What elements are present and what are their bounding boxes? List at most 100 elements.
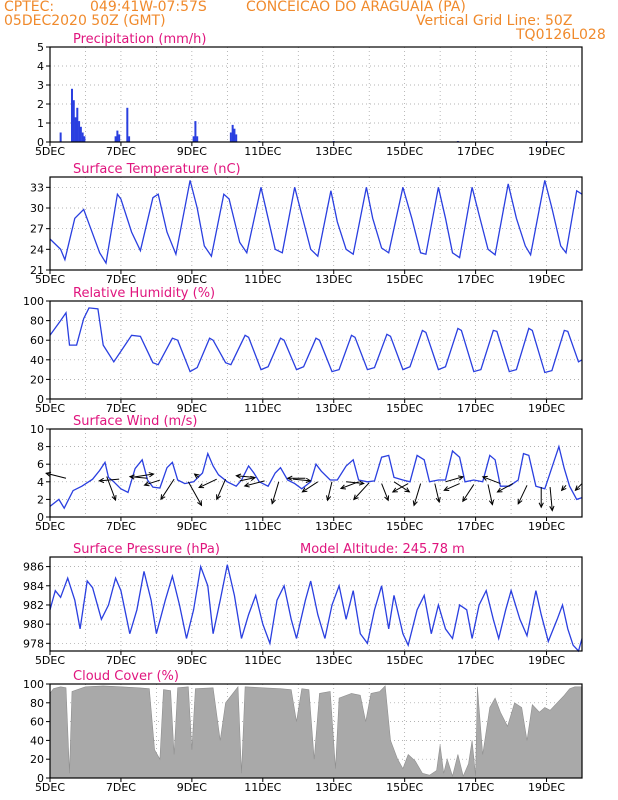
x-tick-label: 7DEC xyxy=(106,654,136,667)
precip-bar xyxy=(126,107,129,142)
wind-arrow-head xyxy=(286,475,293,481)
wind-arrow-head xyxy=(404,487,411,493)
wind-arrow xyxy=(292,478,311,482)
y-tick-label: 40 xyxy=(30,354,44,367)
wind-arrow-head xyxy=(305,477,312,484)
x-tick-label: 7DEC xyxy=(106,781,136,794)
x-tick-label: 15DEC xyxy=(386,520,423,533)
y-tick-label: 984 xyxy=(23,580,44,593)
x-tick-label: 5DEC xyxy=(35,654,65,667)
header-coords: 049:41W-07:57S xyxy=(90,0,207,15)
wind-arrow xyxy=(236,475,254,478)
y-tick-label: 80 xyxy=(30,315,44,328)
header-date: 05DEC2020 50Z (GMT) xyxy=(4,13,166,29)
x-tick-label: 9DEC xyxy=(177,402,207,415)
wind-arrow xyxy=(575,483,583,491)
precip-bar xyxy=(118,134,121,142)
x-tick-label: 13DEC xyxy=(315,145,352,158)
wind-arrow-head xyxy=(160,494,166,501)
wind-arrow-head xyxy=(353,494,359,501)
precip-bar xyxy=(76,107,79,142)
header-grid-note: Vertical Grid Line: 50Z xyxy=(416,13,573,29)
x-tick-label: 13DEC xyxy=(315,520,352,533)
x-tick-label: 15DEC xyxy=(386,781,423,794)
wind-arrow xyxy=(353,482,370,500)
precip-bar xyxy=(81,132,84,142)
wind-arrow-head xyxy=(538,502,544,509)
y-tick-label: 3 xyxy=(37,79,44,92)
precip-bar xyxy=(196,136,199,142)
x-tick-label: 11DEC xyxy=(244,654,281,667)
x-tick-label: 15DEC xyxy=(386,145,423,158)
panel-frame xyxy=(49,176,583,271)
y-tick-label: 33 xyxy=(30,181,44,194)
precip-bar xyxy=(78,121,81,142)
x-tick-label: 9DEC xyxy=(177,145,207,158)
wind-arrow-head xyxy=(358,480,365,486)
panel-frame xyxy=(49,683,583,779)
x-tick-label: 13DEC xyxy=(315,402,352,415)
wind-arrow-head xyxy=(462,496,468,503)
y-tick-label: 8 xyxy=(37,441,44,454)
panel-title: Surface Wind (m/s) xyxy=(73,414,197,429)
precip-bar xyxy=(128,136,131,142)
x-tick-label: 15DEC xyxy=(386,402,423,415)
series-line xyxy=(49,564,583,653)
x-tick-label: 7DEC xyxy=(106,145,136,158)
wind-arrow-head xyxy=(458,475,465,481)
wind-arrow-head xyxy=(198,483,205,489)
wind-arrow-head xyxy=(391,487,398,493)
y-tick-label: 0 xyxy=(37,772,44,785)
panel-frame xyxy=(49,556,583,652)
x-tick-label: 9DEC xyxy=(177,520,207,533)
wind-arrow-head xyxy=(98,477,105,484)
x-tick-label: 11DEC xyxy=(244,781,281,794)
precip-bar xyxy=(194,121,197,142)
y-tick-label: 1 xyxy=(37,117,44,130)
x-tick-label: 11DEC xyxy=(244,402,281,415)
x-tick-label: 13DEC xyxy=(315,273,352,286)
x-tick-label: 15DEC xyxy=(386,654,423,667)
y-tick-label: 20 xyxy=(30,373,44,386)
wind-arrow-head xyxy=(216,494,221,501)
precip-bar xyxy=(114,136,117,142)
wind-arrow xyxy=(216,478,227,500)
wind-arrow-head xyxy=(339,484,346,490)
x-tick-label: 15DEC xyxy=(386,273,423,286)
y-tick-label: 60 xyxy=(30,716,44,729)
wind-arrow xyxy=(444,483,460,491)
x-tick-label: 17DEC xyxy=(457,520,494,533)
y-tick-label: 0 xyxy=(37,136,44,149)
y-tick-label: 21 xyxy=(30,264,44,277)
x-tick-label: 11DEC xyxy=(244,520,281,533)
x-tick-label: 13DEC xyxy=(315,654,352,667)
x-tick-label: 19DEC xyxy=(528,145,565,158)
x-tick-label: 9DEC xyxy=(177,654,207,667)
panel-frame xyxy=(49,428,583,518)
wind-arrow-head xyxy=(560,485,567,492)
x-tick-label: 17DEC xyxy=(457,781,494,794)
x-tick-label: 7DEC xyxy=(106,273,136,286)
x-tick-label: 17DEC xyxy=(457,654,494,667)
precip-bar xyxy=(231,124,234,142)
panel-title: Surface Pressure (hPa) xyxy=(73,542,220,557)
y-tick-label: 4 xyxy=(37,476,44,489)
x-tick-label: 5DEC xyxy=(35,402,65,415)
x-tick-label: 19DEC xyxy=(528,273,565,286)
y-tick-label: 2 xyxy=(37,493,44,506)
y-tick-label: 20 xyxy=(30,753,44,766)
y-tick-label: 982 xyxy=(23,599,44,612)
panel-frame xyxy=(49,300,583,400)
x-tick-label: 11DEC xyxy=(244,273,281,286)
wind-arrow-head xyxy=(128,474,135,480)
x-tick-label: 5DEC xyxy=(35,520,65,533)
series-line xyxy=(49,307,583,374)
y-tick-label: 2 xyxy=(37,98,44,111)
wind-arrow-head xyxy=(481,475,488,481)
x-tick-label: 5DEC xyxy=(35,145,65,158)
panel-title: Surface Temperature (nC) xyxy=(73,162,241,177)
wind-arrow xyxy=(392,483,409,493)
wind-arrow xyxy=(340,481,359,489)
wind-arrow xyxy=(198,478,217,489)
y-tick-label: 60 xyxy=(30,334,44,347)
